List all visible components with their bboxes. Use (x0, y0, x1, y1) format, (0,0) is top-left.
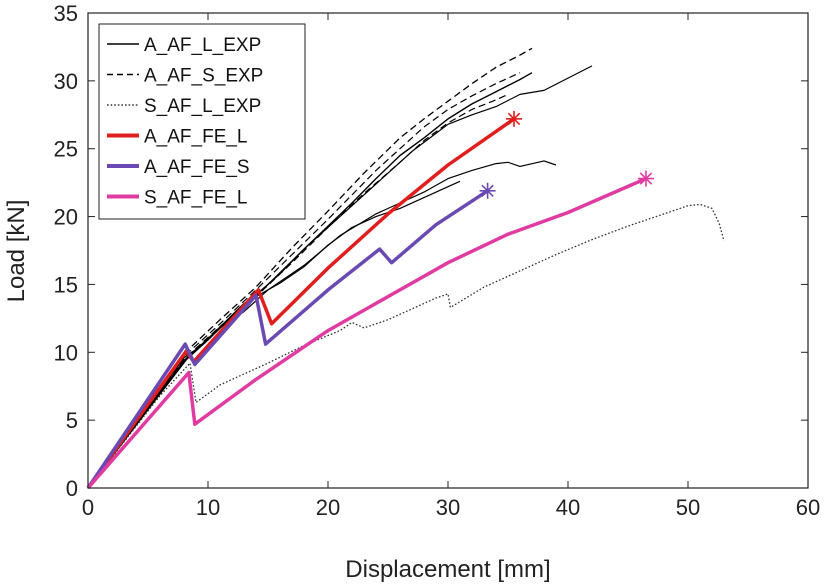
legend: A_AF_L_EXP A_AF_S_EXP S_AF_L_EXP A_AF_FE_L A… (98, 23, 306, 220)
x-tick-label: 0 (82, 495, 94, 520)
legend-label-a-af-s-exp: A_AF_S_EXP (144, 66, 263, 87)
x-tick-label: 20 (316, 495, 340, 520)
y-tick-label: 5 (66, 408, 78, 433)
x-tick-label: 10 (196, 495, 220, 520)
series-line-a-af-fe-s-9 (86, 189, 489, 489)
series-line-a-af-s-exp-4 (87, 47, 533, 489)
series-line-a-af-l-exp-3 (87, 180, 461, 489)
y-tick-label: 35 (54, 1, 78, 26)
end-marker-s-af-fe-l (638, 170, 654, 187)
y-tick-label: 15 (54, 272, 78, 297)
tick-labels: 0 10 20 30 40 50 60 0 5 10 15 20 25 30 35 (54, 1, 821, 520)
series-line-s-af-fe-l-10 (86, 176, 647, 490)
legend-label-a-af-l-exp: A_AF_L_EXP (144, 35, 261, 56)
series-line-a-af-s-exp-6 (87, 93, 509, 489)
series-line-a-af-s-exp-5 (87, 72, 521, 489)
x-tick-label: 50 (676, 495, 700, 520)
end-marker-a-af-fe-s (479, 182, 496, 199)
legend-box (98, 23, 306, 220)
end-marker-a-af-fe-l (506, 110, 522, 127)
y-tick-label: 30 (54, 69, 78, 94)
x-tick-label: 60 (796, 495, 820, 520)
y-tick-label: 25 (54, 137, 78, 162)
legend-label-a-af-fe-l: A_AF_FE_L (144, 127, 248, 148)
x-tick-label: 30 (436, 495, 460, 520)
y-tick-label: 0 (66, 476, 78, 501)
y-tick-label: 20 (54, 205, 78, 230)
y-axis-title: Load [kN] (3, 200, 30, 303)
x-axis-title: Displacement [mm] (345, 556, 550, 583)
y-tick-label: 10 (54, 340, 78, 365)
series-line-s-af-l-exp-7 (87, 203, 725, 489)
x-tick-label: 40 (556, 495, 580, 520)
legend-label-s-af-fe-l: S_AF_FE_L (144, 188, 248, 209)
legend-label-s-af-l-exp: S_AF_L_EXP (144, 96, 261, 117)
axes (87, 12, 809, 489)
legend-label-a-af-fe-s: A_AF_FE_S (144, 157, 250, 178)
series-layer (86, 47, 725, 490)
